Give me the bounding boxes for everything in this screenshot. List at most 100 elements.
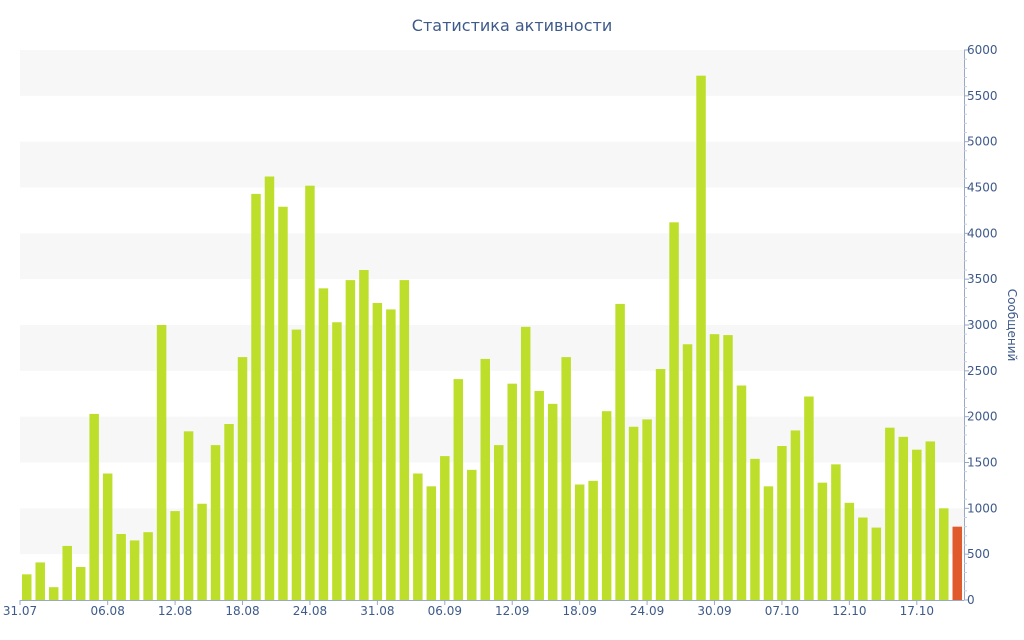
bar	[129, 540, 140, 600]
bar	[372, 303, 383, 600]
bar	[440, 456, 450, 600]
bar	[804, 396, 814, 600]
bar	[453, 379, 464, 600]
bar	[305, 185, 315, 601]
bar	[493, 445, 504, 600]
y-tick-label: 5500	[967, 89, 998, 103]
y-axis-label: Сообщений	[1005, 289, 1019, 362]
x-tick-label: 12.08	[158, 604, 192, 618]
x-tick-label: 18.08	[225, 604, 259, 618]
y-tick-label: 5000	[967, 135, 998, 149]
bar	[696, 75, 706, 601]
grid-band	[20, 325, 964, 371]
bar	[858, 517, 868, 600]
y-tick-label: 3000	[967, 318, 998, 332]
bar	[399, 280, 410, 600]
x-tick-label: 12.10	[832, 604, 866, 618]
x-tick-label: 24.09	[630, 604, 664, 618]
bar	[777, 446, 787, 600]
bar	[210, 445, 221, 600]
bar	[642, 419, 652, 600]
x-tick-label: 06.08	[90, 604, 124, 618]
bar	[170, 511, 180, 600]
bars-group	[21, 75, 963, 601]
bar	[291, 329, 302, 600]
bar	[224, 424, 234, 600]
bar	[817, 482, 828, 600]
bar	[939, 508, 949, 600]
axes-group: 0 500 1000 1500 2000 2500 3000 3500 4000 4500 5000…	[3, 43, 998, 618]
bar	[386, 309, 396, 600]
bar	[75, 567, 86, 600]
bar	[116, 534, 126, 600]
bar-current	[952, 526, 963, 600]
bar	[48, 587, 59, 600]
x-tick-label: 17.10	[900, 604, 934, 618]
x-tick-label: 30.09	[697, 604, 731, 618]
bar	[547, 403, 558, 600]
bar	[102, 473, 113, 600]
bar	[615, 303, 625, 600]
bar	[628, 426, 639, 600]
bar	[925, 441, 936, 600]
bar	[682, 344, 693, 600]
bar	[143, 532, 153, 600]
x-tick-label: 18.09	[562, 604, 596, 618]
x-tick-label: 07.10	[765, 604, 799, 618]
y-tick-label: 6000	[967, 43, 998, 57]
bar	[332, 322, 342, 600]
x-tick-label: 31.07	[3, 604, 37, 618]
chart-title: Статистика активности	[412, 16, 612, 35]
y-tick-label: 4500	[967, 181, 998, 195]
bar	[264, 176, 275, 600]
y-tick-label: 2500	[967, 364, 998, 378]
bar	[156, 325, 167, 600]
bar	[278, 206, 288, 600]
bar	[831, 464, 841, 600]
y-tick-label: 1000	[967, 501, 998, 515]
bar	[736, 385, 747, 600]
bar	[251, 193, 261, 601]
bar	[413, 473, 423, 600]
bar	[520, 326, 531, 600]
y-tick-label: 4000	[967, 226, 998, 240]
x-tick-label: 12.09	[495, 604, 529, 618]
bar	[669, 222, 679, 600]
bar	[318, 288, 329, 600]
x-tick-label: 06.09	[428, 604, 462, 618]
bar	[561, 357, 571, 600]
bar	[601, 411, 612, 600]
bar	[655, 369, 666, 600]
y-tick-label: 0	[967, 593, 975, 607]
bar	[480, 358, 491, 600]
y-tick-label: 1500	[967, 456, 998, 470]
bar	[534, 391, 544, 600]
bar	[763, 486, 774, 600]
y-tick-label: 3500	[967, 272, 998, 286]
bar	[197, 503, 207, 600]
bar	[750, 458, 760, 600]
bar	[574, 484, 585, 600]
bar	[898, 436, 909, 600]
x-tick-label: 31.08	[360, 604, 394, 618]
bar	[467, 469, 477, 600]
bar	[844, 502, 855, 600]
bar	[790, 430, 801, 600]
bar	[345, 280, 356, 600]
bar	[21, 574, 32, 600]
bar	[588, 480, 598, 600]
bar	[709, 334, 720, 600]
y-tick-label: 2000	[967, 410, 998, 424]
bar	[35, 562, 45, 600]
bar	[62, 545, 72, 600]
bar	[237, 357, 248, 600]
bar	[89, 413, 99, 600]
grid-band	[20, 233, 964, 280]
x-tick-label: 24.08	[293, 604, 327, 618]
grid-band	[20, 50, 964, 96]
bar	[359, 270, 369, 600]
bar	[885, 427, 895, 600]
bar	[183, 431, 194, 600]
bar	[871, 527, 882, 600]
